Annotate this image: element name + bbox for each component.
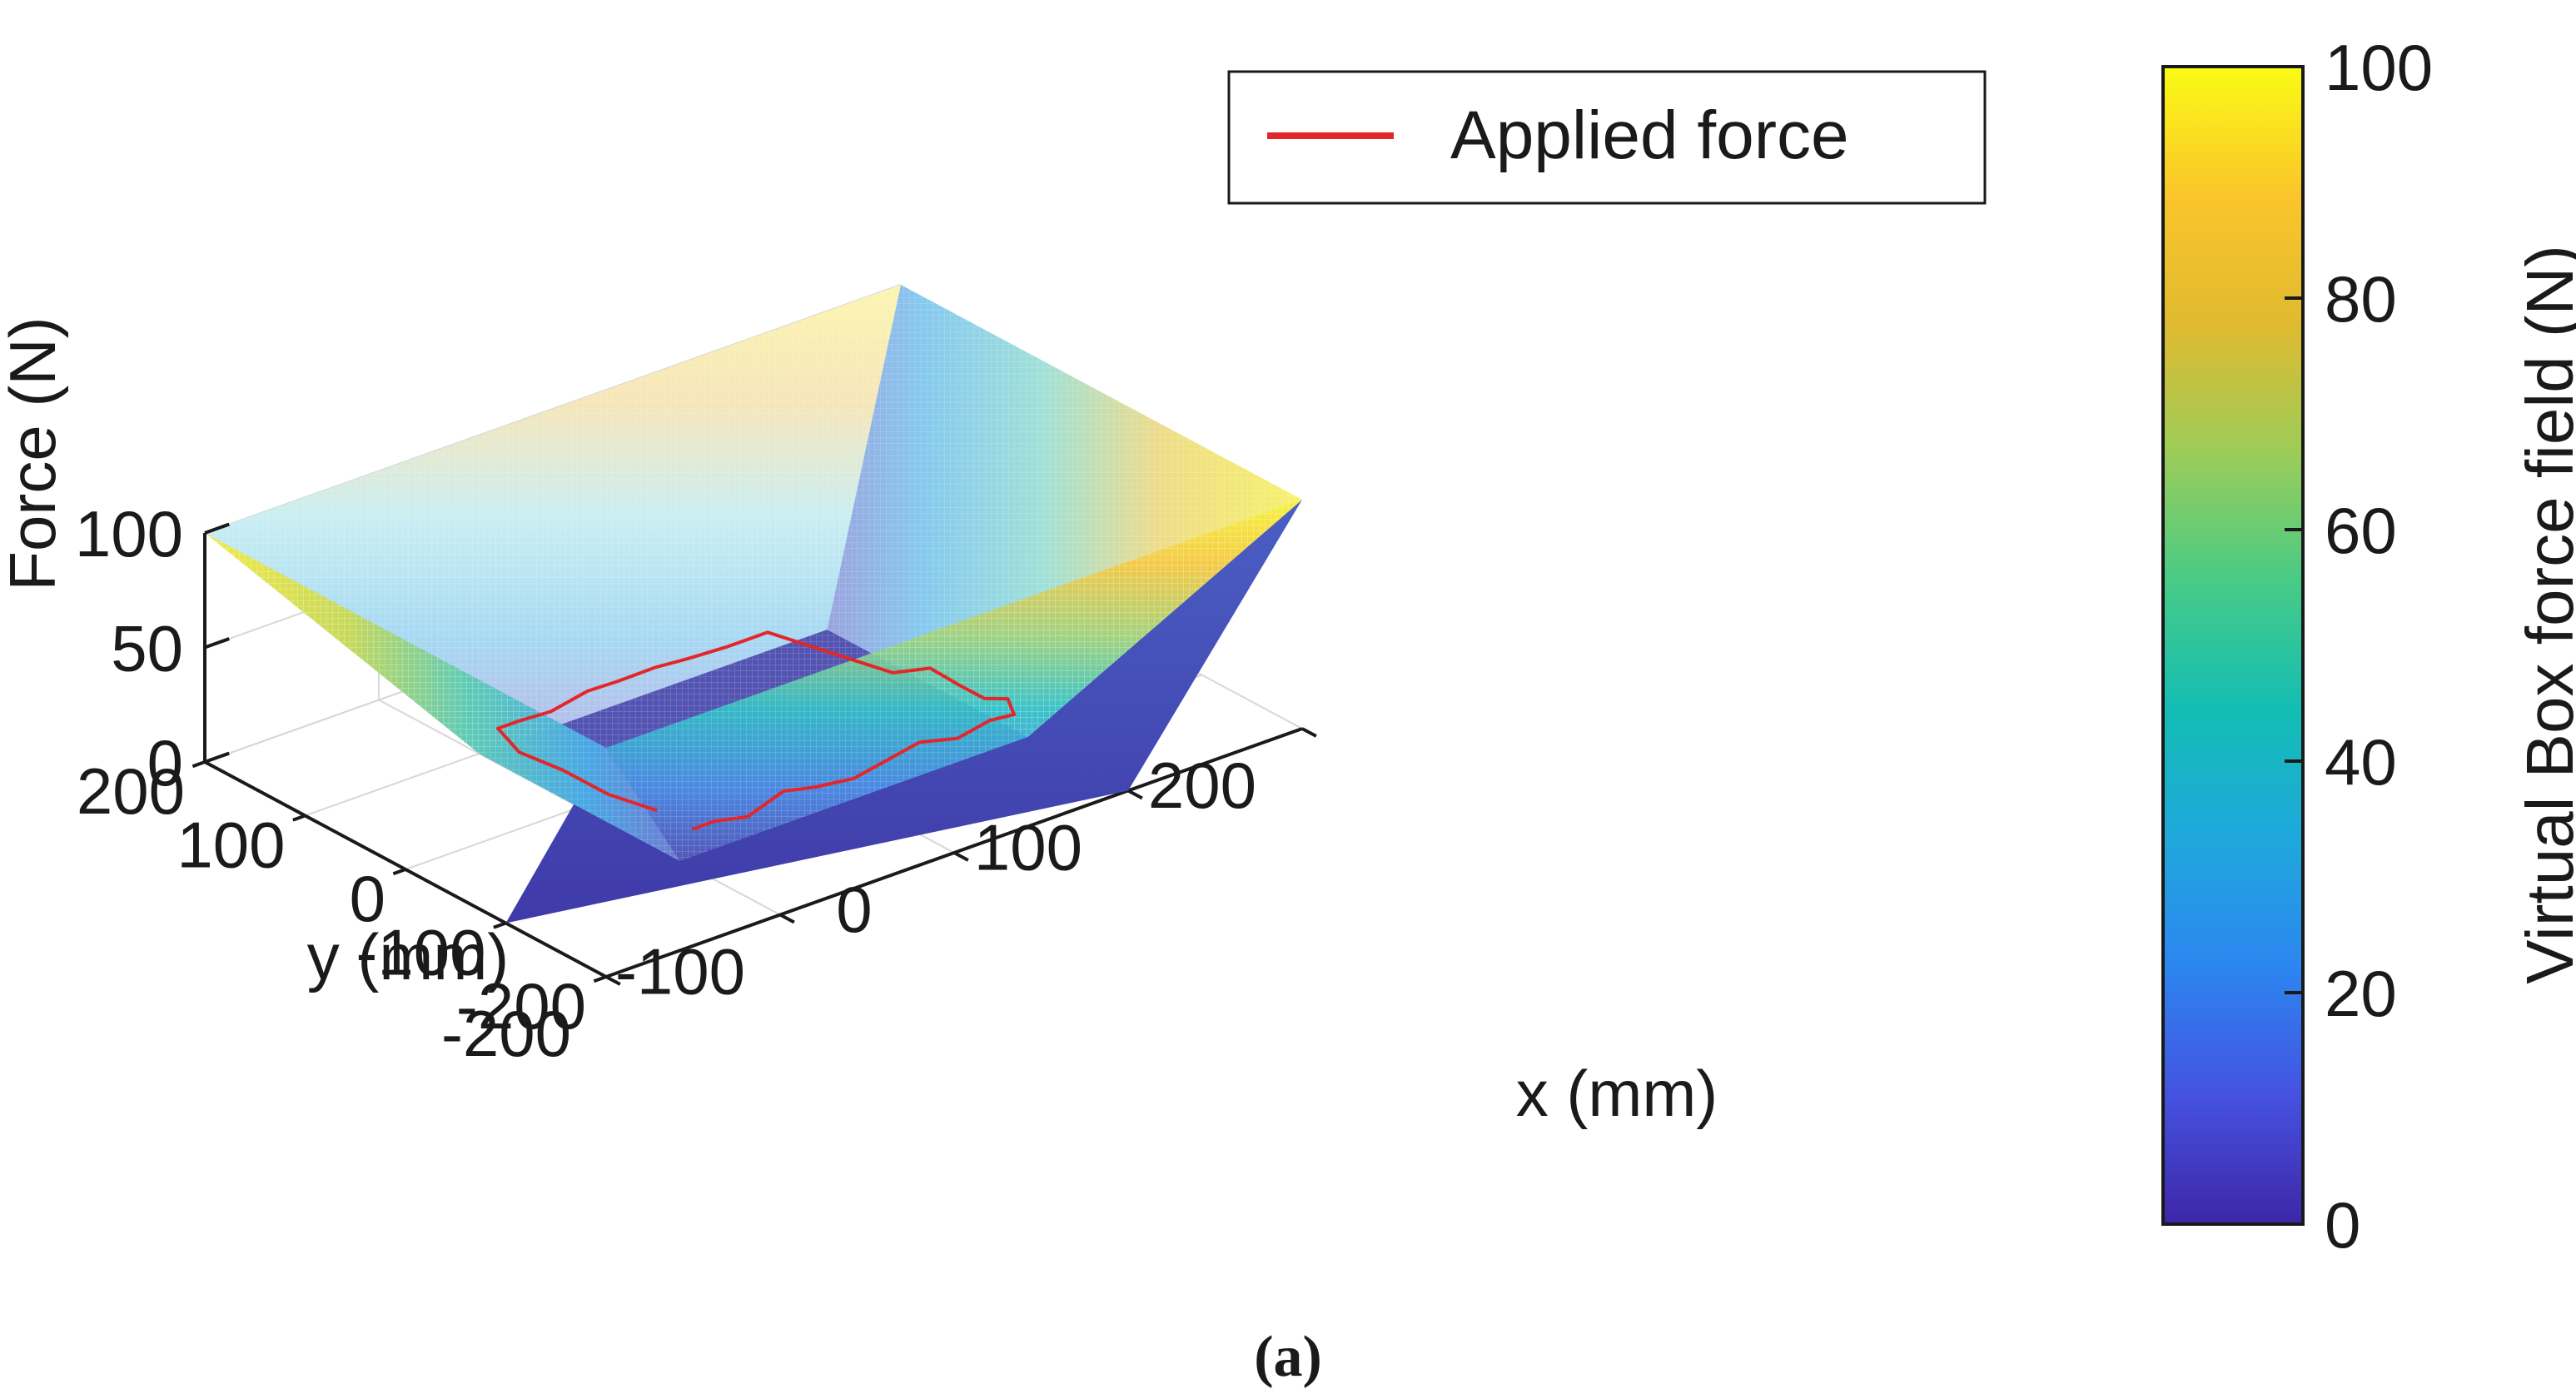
z-tick-label: 0 — [147, 726, 183, 799]
surface-mesh — [827, 285, 1302, 737]
x-tick — [779, 913, 795, 924]
z-tick-label: 50 — [111, 612, 183, 685]
surface-mesh — [205, 533, 680, 861]
x-tick-label: 100 — [974, 811, 1082, 884]
y-tick — [191, 760, 206, 769]
x-axis-label: x (mm) — [1516, 1057, 1718, 1130]
y-tick-label: 0 — [350, 862, 385, 935]
z-tick — [204, 751, 230, 764]
y-tick-label: 100 — [177, 809, 285, 882]
y-tick-label: 200 — [77, 754, 185, 828]
x-tick-label: -100 — [615, 935, 745, 1008]
colorbar-tick-label: 20 — [2325, 957, 2397, 1030]
colorbar-tick-label: 60 — [2325, 494, 2397, 567]
trajectory-path — [496, 630, 1016, 831]
colorbar-tick-label: 100 — [2325, 31, 2433, 104]
colorbar-tick-label: 80 — [2325, 262, 2397, 336]
z-axis-label: Force (N) — [0, 316, 69, 590]
x-tick — [605, 975, 621, 986]
figure-caption: (a) — [1254, 1325, 1322, 1389]
x-tick — [1127, 789, 1143, 800]
x-tick — [1301, 727, 1317, 738]
z-tick — [204, 637, 230, 650]
force-field-surface — [205, 285, 1302, 924]
y-tick — [493, 921, 507, 929]
y-tick — [292, 814, 306, 822]
colorbar-ticks: 0 20 40 60 80 100 — [2285, 31, 2433, 1262]
y-tick-label: -200 — [456, 969, 586, 1043]
x-tick — [953, 851, 969, 862]
applied-force-trajectory — [496, 630, 1016, 831]
colorbar-tick-label: 0 — [2325, 1188, 2360, 1262]
x-tick-label: -200 — [441, 997, 571, 1070]
colorbar: 0 20 40 60 80 100 Virtual Box force field (N) — [2161, 31, 2576, 1262]
y-tick-label: -100 — [356, 916, 485, 989]
x-tick-label: 0 — [836, 873, 872, 946]
z-tick — [204, 522, 230, 535]
legend: Applied force — [1227, 70, 1987, 205]
x-tick-label: 200 — [1148, 749, 1256, 822]
legend-label: Applied force — [1450, 97, 1849, 173]
y-axis-label: y (mm) — [307, 920, 510, 993]
y-tick — [593, 975, 607, 983]
y-tick — [392, 868, 406, 876]
colorbar-label: Virtual Box force field (N) — [2513, 245, 2576, 984]
colorbar-tick-label: 40 — [2325, 725, 2397, 799]
colorbar-bar — [2161, 65, 2305, 1226]
z-tick-label: 100 — [75, 497, 183, 570]
